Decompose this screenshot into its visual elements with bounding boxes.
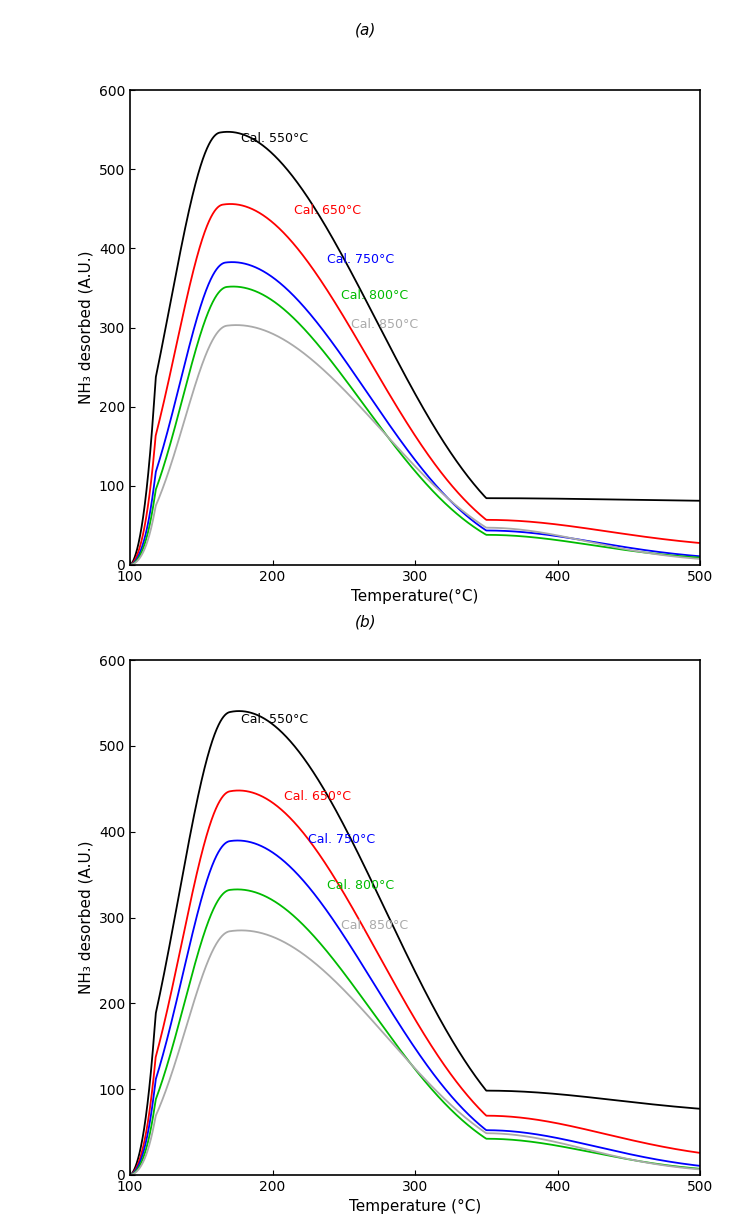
Text: (a): (a) [355,23,376,38]
Text: Cal. 550°C: Cal. 550°C [241,713,308,726]
Text: Cal. 650°C: Cal. 650°C [284,790,351,804]
Text: Cal. 750°C: Cal. 750°C [308,833,375,846]
Text: Cal. 650°C: Cal. 650°C [294,204,361,216]
Text: Cal. 750°C: Cal. 750°C [327,253,394,266]
Y-axis label: NH₃ desorbed (A.U.): NH₃ desorbed (A.U.) [78,251,94,404]
Text: Cal. 850°C: Cal. 850°C [341,919,408,932]
Text: Cal. 800°C: Cal. 800°C [341,289,408,302]
X-axis label: Temperature (°C): Temperature (°C) [349,1199,481,1214]
Text: Cal. 550°C: Cal. 550°C [241,132,308,146]
X-axis label: Temperature(°C): Temperature(°C) [352,590,479,605]
Y-axis label: NH₃ desorbed (A.U.): NH₃ desorbed (A.U.) [78,841,94,994]
Text: Cal. 850°C: Cal. 850°C [351,318,418,331]
Text: Cal. 800°C: Cal. 800°C [327,879,394,892]
Text: (b): (b) [355,614,376,630]
